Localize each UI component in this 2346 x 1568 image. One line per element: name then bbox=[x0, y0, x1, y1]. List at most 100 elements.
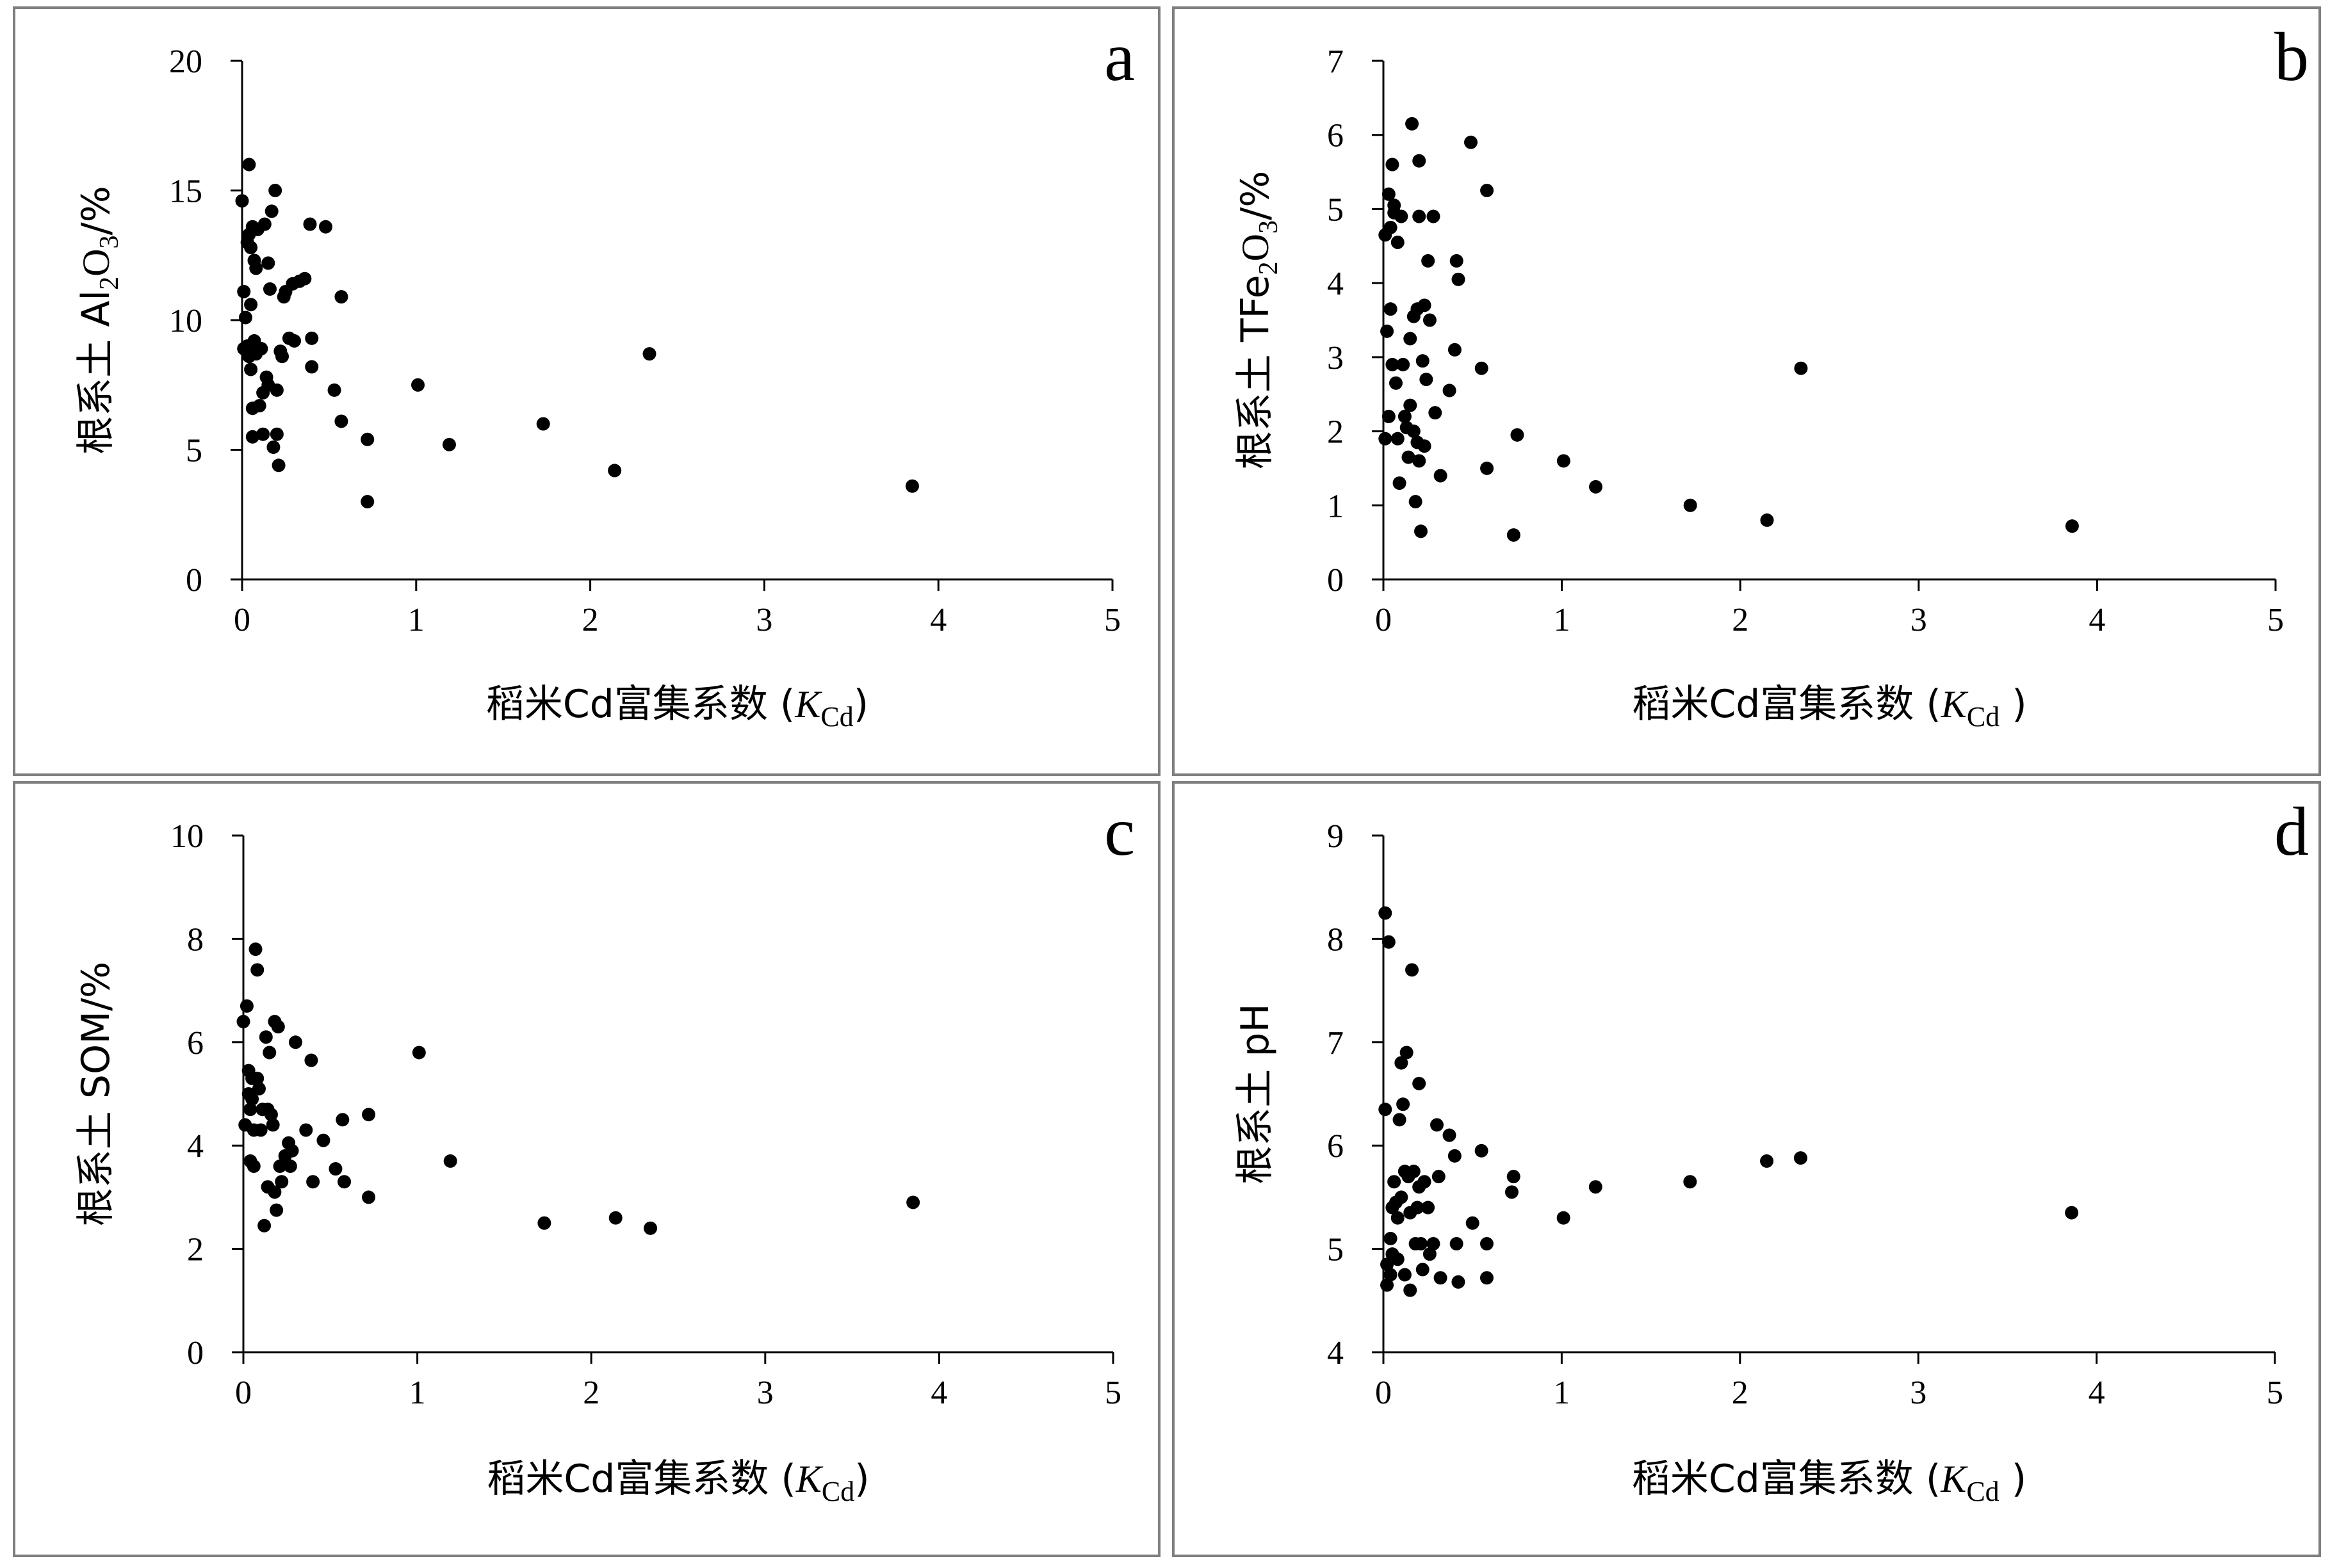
data-point bbox=[1422, 313, 1437, 327]
data-point bbox=[1431, 1170, 1446, 1184]
data-point bbox=[1556, 454, 1570, 468]
data-point bbox=[336, 1113, 350, 1127]
data-point bbox=[1683, 498, 1697, 512]
y-tick-label: 6 bbox=[1327, 118, 1344, 154]
data-point bbox=[285, 1144, 299, 1158]
y-axis-title: 根系土 Al2O3/% bbox=[74, 186, 124, 454]
x-tick-label: 3 bbox=[756, 602, 772, 638]
data-point bbox=[1447, 1149, 1462, 1163]
x-tick-label: 4 bbox=[930, 602, 947, 638]
data-point bbox=[1399, 1046, 1413, 1060]
data-point bbox=[608, 464, 622, 478]
data-point bbox=[268, 1185, 282, 1199]
data-point bbox=[306, 1175, 320, 1189]
x-tick-label: 4 bbox=[931, 1375, 947, 1411]
data-point bbox=[1465, 1216, 1479, 1230]
data-point bbox=[1442, 1128, 1456, 1142]
data-point bbox=[303, 217, 317, 231]
data-point bbox=[316, 1133, 330, 1147]
data-point bbox=[1421, 254, 1435, 268]
data-point bbox=[1412, 209, 1426, 223]
data-point bbox=[1506, 1170, 1520, 1184]
data-point bbox=[1417, 439, 1431, 453]
y-tick-label: 15 bbox=[169, 174, 202, 210]
data-point bbox=[1588, 1180, 1602, 1194]
data-point bbox=[1412, 1076, 1426, 1090]
data-point bbox=[1419, 373, 1433, 387]
data-point bbox=[411, 378, 425, 392]
x-axis-title: 稻米Cd富集系数 (KCd) bbox=[487, 1457, 869, 1507]
data-point bbox=[338, 1175, 352, 1189]
data-point bbox=[1383, 1231, 1397, 1245]
data-point bbox=[245, 1092, 259, 1106]
x-tick-label: 1 bbox=[409, 1375, 426, 1411]
data-point bbox=[1422, 1247, 1437, 1261]
data-point bbox=[248, 942, 263, 957]
data-point bbox=[1506, 528, 1520, 542]
data-point bbox=[265, 204, 279, 218]
data-point bbox=[361, 495, 375, 508]
y-tick-label: 20 bbox=[169, 44, 202, 80]
data-point bbox=[245, 430, 259, 444]
data-point bbox=[334, 414, 348, 428]
panel-a: 0 5 10 15 20 0 1 2 3 4 5 a 稻米Cd富集系数 (KCd) 根系土 Al2O3/% bbox=[13, 6, 1161, 776]
data-point bbox=[1396, 1097, 1410, 1111]
data-point bbox=[270, 427, 284, 441]
data-point bbox=[329, 1162, 343, 1176]
data-point bbox=[1381, 935, 1396, 949]
data-point bbox=[1403, 398, 1417, 412]
data-point bbox=[1412, 154, 1426, 168]
data-point bbox=[240, 999, 254, 1013]
data-point bbox=[1451, 1275, 1465, 1289]
panel-frame bbox=[1172, 6, 2321, 776]
data-point bbox=[1397, 1268, 1412, 1282]
data-point bbox=[1683, 1175, 1697, 1189]
data-point bbox=[243, 1103, 257, 1117]
y-tick-label: 10 bbox=[170, 818, 204, 855]
x-tick-label: 0 bbox=[235, 1375, 252, 1411]
data-point bbox=[1390, 432, 1405, 446]
data-point bbox=[1405, 117, 1419, 131]
y-tick-label: 5 bbox=[1327, 1232, 1344, 1268]
data-point bbox=[1403, 332, 1417, 346]
panel-frame bbox=[13, 781, 1161, 1557]
data-point bbox=[304, 1053, 318, 1067]
data-point bbox=[256, 427, 270, 441]
panel-c: 0 2 4 6 8 10 0 1 2 3 4 5 c 稻米Cd富集系数 (KCd) 根系土 SOM/% bbox=[13, 781, 1161, 1557]
data-point bbox=[1415, 1263, 1430, 1277]
data-point bbox=[1385, 357, 1399, 371]
data-point bbox=[644, 1221, 658, 1235]
x-tick-label: 2 bbox=[1732, 602, 1748, 638]
data-point bbox=[1389, 376, 1403, 390]
data-point bbox=[1385, 158, 1399, 172]
data-point bbox=[250, 1071, 265, 1085]
data-point bbox=[1760, 1154, 1774, 1168]
data-point bbox=[263, 1046, 277, 1060]
data-point bbox=[244, 362, 258, 376]
x-tick-label: 2 bbox=[1732, 1375, 1748, 1411]
x-tick-label: 0 bbox=[234, 602, 250, 638]
data-point bbox=[1396, 357, 1410, 371]
y-tick-label: 6 bbox=[187, 1025, 204, 1062]
data-point bbox=[263, 282, 277, 296]
data-point bbox=[283, 1159, 297, 1173]
data-point bbox=[2065, 519, 2079, 533]
y-tick-label: 6 bbox=[1327, 1128, 1344, 1165]
data-point bbox=[235, 194, 249, 208]
data-point bbox=[1390, 236, 1405, 249]
panel-b: 0 1 2 3 4 5 6 7 0 1 2 3 4 5 b 稻米Cd富集系数 (KCd ) 根系土 TFe2O3… bbox=[1172, 6, 2321, 776]
x-axis-title: 稻米Cd富集系数 (KCd ) bbox=[1632, 682, 2026, 732]
data-point bbox=[1442, 384, 1456, 398]
data-point bbox=[327, 383, 341, 397]
data-point bbox=[1480, 184, 1494, 197]
data-point bbox=[244, 298, 258, 312]
data-point bbox=[252, 1081, 266, 1095]
data-point bbox=[1474, 1144, 1488, 1158]
data-point bbox=[1394, 1190, 1408, 1204]
data-point bbox=[1380, 1257, 1394, 1272]
data-point bbox=[257, 217, 272, 231]
data-point bbox=[318, 220, 332, 234]
data-point bbox=[1449, 1237, 1463, 1251]
panel-frame bbox=[1172, 781, 2321, 1557]
panel-frame bbox=[13, 6, 1161, 776]
